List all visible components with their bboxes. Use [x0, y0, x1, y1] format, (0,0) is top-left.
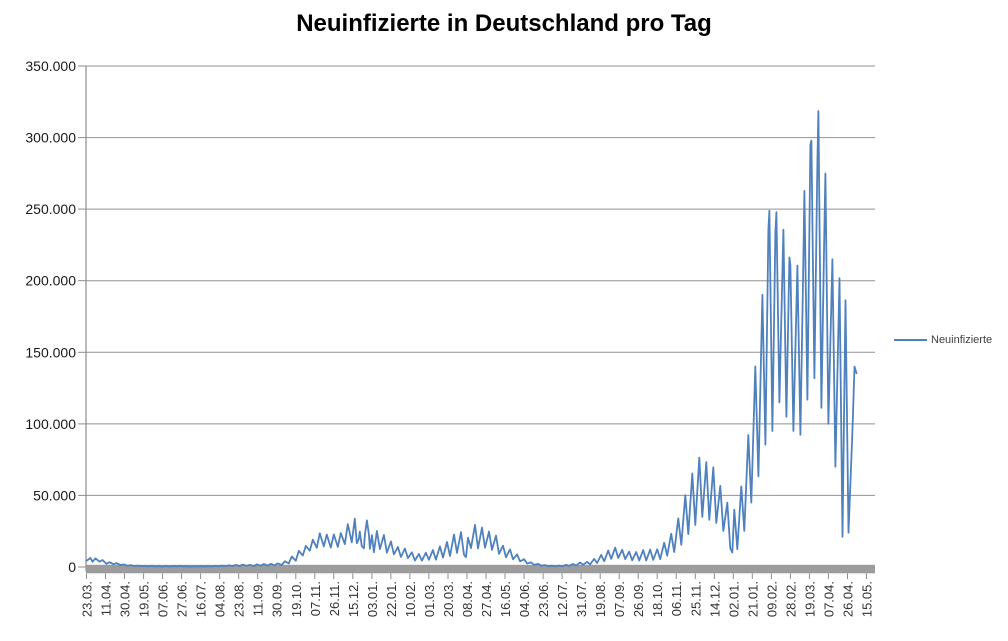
x-axis-tick-label: 16.07. — [194, 581, 209, 617]
x-axis-tick-label: 01.03. — [422, 581, 437, 617]
y-axis-tick-label: 50.000 — [33, 487, 76, 503]
x-axis-bar — [86, 564, 875, 574]
y-axis-tick-label: 200.000 — [25, 273, 76, 289]
y-axis-tick-label: 350.000 — [25, 58, 76, 74]
x-axis-tick-label: 26.04. — [841, 581, 856, 617]
x-axis-tick-label: 11.04. — [99, 581, 114, 616]
x-axis-tick-label: 27.04. — [479, 581, 494, 617]
x-axis-tick-label: 20.03. — [441, 581, 456, 617]
x-axis-tick-label: 31.07. — [574, 581, 589, 617]
x-axis-tick-label: 19.05. — [137, 581, 152, 617]
y-axis-tick-label: 100.000 — [25, 416, 76, 432]
series-line-neuinfizierte — [85, 110, 858, 568]
x-axis-tick-label: 10.02. — [403, 581, 418, 617]
x-axis-tick-label: 04.06. — [517, 581, 532, 617]
legend-series-label: Neuinfizierte — [931, 334, 993, 346]
x-axis-tick-label: 07.11. — [308, 581, 323, 616]
y-axis-ticks — [78, 65, 86, 568]
y-gridlines — [86, 65, 875, 496]
x-axis-tick-label: 19.10. — [289, 581, 304, 617]
x-axis-tick-label: 04.08. — [213, 581, 228, 617]
legend: Neuinfizierte — [894, 334, 992, 346]
y-axis-tick-label: 150.000 — [25, 344, 76, 360]
x-axis-tick-label: 30.04. — [118, 581, 133, 617]
x-axis-tick-label: 09.02. — [764, 581, 779, 617]
x-axis-tick-label: 12.07. — [555, 581, 570, 617]
x-axis-tick-label: 19.03. — [802, 581, 817, 617]
x-axis-tick-label: 23.06. — [536, 581, 551, 617]
x-axis-tick-label: 14.12. — [707, 581, 722, 617]
x-axis-tick-label: 15.12. — [346, 581, 361, 617]
x-axis-tick-label: 25.11. — [688, 581, 703, 616]
x-axis-ticks — [86, 573, 867, 579]
y-axis-tick-label: 0 — [68, 559, 76, 575]
x-axis-tick-label: 02.01. — [726, 581, 741, 617]
x-axis-tick-label: 18.10. — [650, 581, 665, 617]
x-axis-tick-label: 16.05. — [498, 581, 513, 617]
x-axis-tick-label: 07.09. — [612, 581, 627, 617]
x-axis-tick-label: 23.08. — [232, 581, 247, 617]
x-axis-tick-label: 19.08. — [593, 581, 608, 617]
x-axis-tick-label: 07.04. — [821, 581, 836, 617]
legend-line-swatch — [894, 339, 927, 341]
x-axis-tick-label: 06.11. — [669, 581, 684, 616]
x-axis-tick-label: 28.02. — [783, 581, 798, 617]
x-axis-tick-label: 23.03. — [80, 581, 95, 617]
x-axis-tick-label: 08.04. — [460, 581, 475, 617]
x-axis-tick-label: 26.11. — [327, 581, 342, 616]
x-axis-tick-label: 11.09. — [251, 581, 266, 616]
x-axis-tick-labels: 23.03. 11.04. 30.04. 19.05. 07.06. 27.06. 16.0… — [80, 581, 875, 617]
x-axis-tick-label: 07.06. — [156, 581, 171, 617]
y-axis-tick-label: 250.000 — [25, 201, 76, 217]
chart-title: Neuinfizierte in Deutschland pro Tag — [296, 10, 712, 37]
y-axis-tick-label: 300.000 — [25, 130, 76, 146]
x-axis-tick-label: 30.09. — [270, 581, 285, 617]
x-axis-tick-label: 26.09. — [631, 581, 646, 617]
y-axis-tick-labels: 350.000 300.000 250.000 200.000 150.000 100.0… — [25, 58, 76, 575]
x-axis-tick-label: 22.01. — [384, 581, 399, 617]
x-axis-tick-label: 15.05. — [860, 581, 875, 617]
x-axis-tick-label: 03.01. — [365, 581, 380, 617]
x-axis-tick-label: 27.06. — [175, 581, 190, 617]
x-axis-tick-label: 21.01. — [745, 581, 760, 617]
